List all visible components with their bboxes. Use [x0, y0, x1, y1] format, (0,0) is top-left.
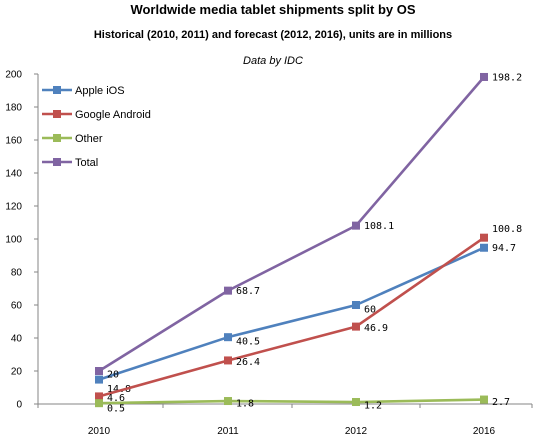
data-label: 26.4: [236, 357, 260, 368]
x-tick-label: 2011: [217, 426, 239, 437]
data-point: [352, 221, 360, 230]
legend-label: Other: [75, 133, 103, 145]
y-tick-label: 60: [11, 301, 23, 312]
data-label: 100.8: [492, 224, 522, 235]
y-tick-label: 80: [11, 268, 23, 279]
data-label: 68.7: [236, 286, 260, 297]
data-label: 2.7: [492, 397, 510, 408]
y-tick-label: 200: [5, 70, 22, 81]
data-point: [224, 333, 232, 342]
data-point: [95, 375, 103, 384]
y-tick-label: 0: [16, 400, 22, 411]
x-tick-label: 2010: [88, 426, 111, 437]
series-google-android: 4.6 26.4 46.9 100.8: [95, 224, 522, 404]
data-label: 20: [107, 370, 119, 381]
legend-marker: [53, 158, 61, 166]
data-label: 94.7: [492, 243, 516, 254]
series-line: [98, 246, 485, 381]
data-point: [224, 286, 232, 295]
legend-marker: [53, 86, 61, 94]
data-label: 0.5: [107, 404, 125, 415]
data-label: 46.9: [364, 323, 388, 334]
y-tick-label: 20: [11, 367, 23, 378]
series-total: 20 68.7 108.1 198.2: [95, 72, 522, 381]
data-point: [95, 367, 103, 375]
data-point: [480, 72, 488, 81]
data-point: [95, 392, 103, 401]
series-other: 0.5 1.8 1.2 2.7: [95, 395, 510, 415]
y-tick-label: 120: [5, 202, 22, 213]
series-line: [98, 398, 485, 405]
legend-item: Other: [42, 133, 103, 145]
source-note: Data by IDC: [243, 55, 303, 67]
data-point: [480, 233, 488, 242]
y-tick-label: 180: [5, 103, 22, 114]
legend-label: Apple iOS: [75, 85, 125, 97]
legend-label: Total: [75, 157, 98, 169]
data-point: [224, 356, 232, 365]
y-tick-label: 100: [5, 235, 22, 246]
legend: Apple iOS Google Android Other Total: [42, 85, 151, 169]
data-point: [224, 397, 232, 406]
legend-item: Google Android: [42, 109, 151, 121]
series-line: [98, 236, 485, 398]
data-label: 40.5: [236, 337, 260, 348]
y-tick-label: 140: [5, 169, 22, 180]
series-line: [98, 76, 485, 373]
data-label: 108.1: [364, 221, 394, 232]
chart-title: Worldwide media tablet shipments split b…: [130, 2, 415, 17]
legend-item: Apple iOS: [42, 85, 125, 97]
data-label: 60: [364, 305, 376, 316]
data-point: [352, 322, 360, 331]
legend-label: Google Android: [75, 109, 151, 121]
data-label: 4.6: [107, 393, 125, 404]
data-point: [352, 398, 360, 407]
data-label: 1.8: [236, 399, 254, 410]
data-label: 198.2: [492, 72, 522, 83]
x-tick-label: 2012: [345, 426, 368, 437]
y-tick-label: 40: [11, 334, 23, 345]
axes: 0 20 40 60 80 100 120 140 160 180 200 2010 2011 2012 2…: [5, 70, 533, 437]
legend-marker: [53, 110, 61, 118]
legend-item: Total: [42, 157, 98, 169]
data-point: [480, 395, 488, 404]
data-label: 1.2: [364, 401, 382, 412]
x-tick-label: 2016: [473, 426, 496, 437]
chart-subtitle: Historical (2010, 2011) and forecast (20…: [94, 29, 452, 41]
data-point: [480, 243, 488, 252]
data-point: [95, 399, 103, 408]
y-tick-label: 160: [5, 136, 22, 147]
data-point: [352, 301, 360, 309]
legend-marker: [53, 134, 61, 142]
